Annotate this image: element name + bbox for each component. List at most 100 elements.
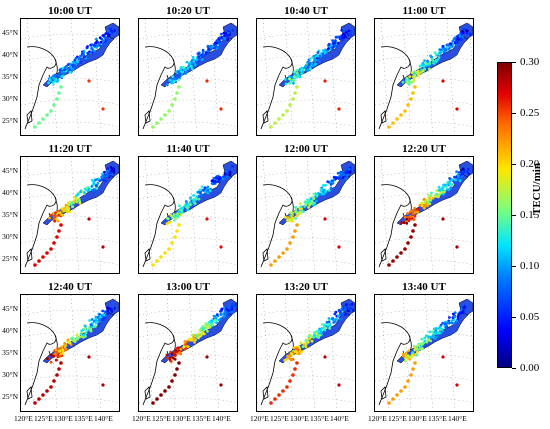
tec-point (447, 47, 451, 50)
remote-island-point (455, 107, 459, 111)
tec-point (456, 36, 459, 40)
tec-point (321, 323, 324, 326)
latitude-label: 30°N (2, 232, 18, 241)
tec-point (304, 339, 308, 342)
tec-point (424, 201, 428, 205)
tec-point (405, 221, 409, 225)
tec-point (430, 58, 434, 61)
tec-point (437, 185, 441, 189)
tec-point (404, 351, 408, 355)
tec-point (92, 49, 96, 53)
colorbar-tick-label: 0.30 (520, 56, 540, 68)
island-point (406, 379, 410, 383)
tec-point (403, 215, 407, 219)
island-point (269, 263, 273, 267)
tec-point (331, 47, 335, 51)
tec-point (184, 72, 188, 75)
island-point (391, 121, 395, 125)
island-point (33, 125, 37, 129)
tec-point (186, 203, 190, 207)
island-point (295, 361, 299, 365)
tec-point (294, 206, 297, 209)
tec-point (177, 78, 181, 82)
remote-island-point (441, 217, 445, 221)
tec-point (196, 52, 200, 56)
tec-map-panel (138, 156, 238, 274)
tec-point (408, 357, 411, 361)
tec-point (321, 53, 325, 56)
latitude-label: 35°N (2, 72, 18, 81)
taiwan-coastline (380, 248, 387, 262)
tec-point (96, 181, 100, 185)
tec-point (86, 45, 89, 48)
tec-point (429, 194, 433, 198)
tec-point (439, 191, 443, 195)
latitude-label: 45°N (2, 28, 18, 37)
island-point (413, 85, 417, 89)
tec-point (443, 183, 447, 187)
tec-point (76, 337, 79, 341)
tec-point (222, 31, 226, 35)
tec-point (213, 182, 217, 185)
tec-point (72, 61, 75, 65)
tec-point (451, 312, 455, 316)
island-point (273, 259, 277, 263)
tec-point (84, 331, 88, 335)
colorbar-tick-label: 0.00 (520, 362, 540, 374)
tec-point (461, 31, 465, 34)
island-point (411, 91, 415, 95)
tec-point (109, 27, 113, 31)
tec-point (316, 51, 320, 54)
tec-point (461, 171, 465, 175)
tec-point (298, 75, 302, 79)
tec-point (333, 312, 337, 316)
island-point (281, 389, 285, 393)
tec-point (223, 34, 226, 38)
tec-point (94, 184, 98, 188)
island-point (155, 259, 159, 263)
tec-point (188, 197, 192, 200)
panel-title: 11:40 UT (166, 143, 210, 155)
tec-point (403, 359, 407, 363)
tec-point (68, 210, 72, 214)
tec-point (465, 29, 469, 33)
tec-point (179, 213, 183, 217)
tec-point (172, 77, 175, 81)
tec-point (446, 43, 450, 47)
tec-point (189, 65, 193, 68)
island-point (285, 109, 289, 113)
tec-point (434, 331, 438, 335)
tec-point (345, 167, 348, 171)
tec-point (420, 337, 424, 341)
tec-point (418, 64, 422, 68)
tec-point (311, 200, 314, 204)
tec-point (49, 213, 53, 217)
tec-point (448, 177, 452, 180)
island-point (293, 91, 297, 95)
tec-point (456, 315, 460, 319)
taiwan-coastline (380, 386, 387, 400)
tec-point (449, 186, 453, 190)
tec-point (212, 176, 216, 180)
tec-point (174, 354, 177, 357)
tec-point (204, 322, 208, 326)
island-point (33, 401, 37, 405)
island-point (170, 379, 174, 383)
tec-point (315, 332, 318, 336)
latitude-label: 30°N (2, 370, 18, 379)
tec-point (345, 303, 348, 307)
tec-point (406, 354, 410, 358)
tec-point (46, 357, 49, 360)
tec-point (413, 214, 417, 218)
tec-point (447, 188, 451, 192)
tec-point (420, 204, 424, 208)
remote-island-point (337, 107, 341, 111)
tec-point (344, 306, 347, 309)
tec-point (226, 314, 229, 318)
panel-title: 13:00 UT (166, 281, 210, 293)
colorbar-tick-label: 0.15 (520, 209, 540, 221)
tec-point (224, 307, 228, 311)
tec-point (96, 41, 100, 44)
tec-point (207, 47, 210, 51)
tec-map-panel (20, 18, 120, 136)
